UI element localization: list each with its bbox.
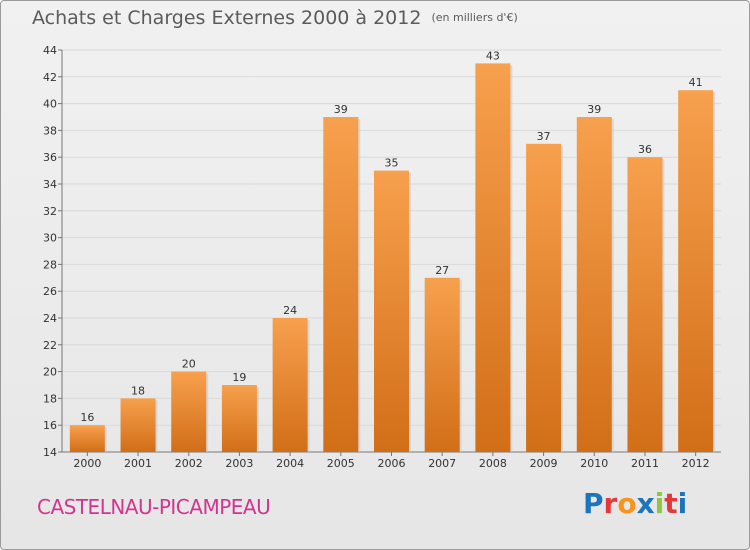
chart-title: Achats et Charges Externes 2000 à 2012 (e…: [32, 7, 518, 29]
x-tick-label: 2002: [175, 457, 203, 470]
bar: [475, 63, 511, 453]
x-tick-label: 2005: [327, 457, 355, 470]
y-tick-label: 20: [43, 366, 57, 379]
logo-letter: x: [636, 487, 655, 520]
logo-letter: o: [617, 487, 637, 520]
y-tick-label: 40: [43, 98, 57, 111]
x-tick-label: 2001: [124, 457, 152, 470]
title-text: Achats et Charges Externes 2000 à 2012: [32, 7, 422, 29]
bar: [272, 318, 308, 452]
bar-value-label: 16: [80, 411, 94, 424]
bar: [221, 385, 257, 452]
y-tick-label: 44: [43, 44, 57, 57]
x-tick-label: 2010: [580, 457, 608, 470]
y-tick-label: 26: [43, 285, 57, 298]
bar-value-label: 37: [537, 130, 551, 143]
title-unit: (en milliers d'€): [431, 11, 518, 24]
x-tick-label: 2004: [276, 457, 304, 470]
logo-letter: r: [603, 487, 618, 520]
bar-value-label: 19: [232, 371, 246, 384]
bar-value-label: 35: [385, 157, 399, 170]
bar-value-label: 39: [334, 103, 348, 116]
bar: [374, 170, 409, 452]
y-tick-label: 34: [43, 178, 57, 191]
commune-name: CASTELNAU-PICAMPEAU: [37, 495, 271, 519]
bar: [171, 371, 207, 452]
x-tick-label: 2006: [378, 457, 406, 470]
y-tick-label: 24: [43, 312, 57, 325]
bar-value-label: 20: [182, 358, 196, 371]
bar: [69, 425, 105, 452]
bar-value-label: 24: [283, 304, 297, 317]
bar: [627, 157, 663, 452]
y-tick-label: 22: [43, 339, 57, 352]
proxiti-logo: Proxiti: [583, 487, 687, 520]
y-tick-label: 38: [43, 124, 57, 137]
x-tick-label: 2003: [225, 457, 253, 470]
y-tick-label: 18: [43, 392, 57, 405]
bar: [120, 398, 156, 452]
bar: [526, 143, 562, 453]
bar-value-label: 36: [638, 143, 652, 156]
y-tick-label: 36: [43, 151, 57, 164]
y-tick-label: 32: [43, 205, 57, 218]
bar: [678, 90, 714, 452]
bar-value-label: 39: [587, 103, 601, 116]
x-tick-label: 2007: [428, 457, 456, 470]
bar: [424, 277, 460, 452]
logo-letter: i: [677, 487, 688, 520]
y-tick-label: 16: [43, 419, 57, 432]
logo-letter: P: [583, 487, 604, 520]
x-tick-label: 2009: [530, 457, 558, 470]
bar-value-label: 43: [486, 49, 500, 62]
x-tick-label: 2011: [631, 457, 659, 470]
y-tick-label: 30: [43, 232, 57, 245]
bar-value-label: 41: [689, 76, 703, 89]
x-tick-label: 2012: [682, 457, 710, 470]
y-tick-label: 14: [43, 446, 57, 459]
bar: [576, 117, 612, 452]
bar-value-label: 18: [131, 384, 145, 397]
y-tick-label: 42: [43, 71, 57, 84]
x-tick-label: 2000: [73, 457, 101, 470]
bar-value-label: 27: [435, 264, 449, 277]
y-tick-label: 28: [43, 258, 57, 271]
bar: [323, 117, 359, 452]
logo-letter: i: [654, 487, 665, 520]
logo-letter: t: [664, 487, 678, 520]
x-tick-label: 2008: [479, 457, 507, 470]
